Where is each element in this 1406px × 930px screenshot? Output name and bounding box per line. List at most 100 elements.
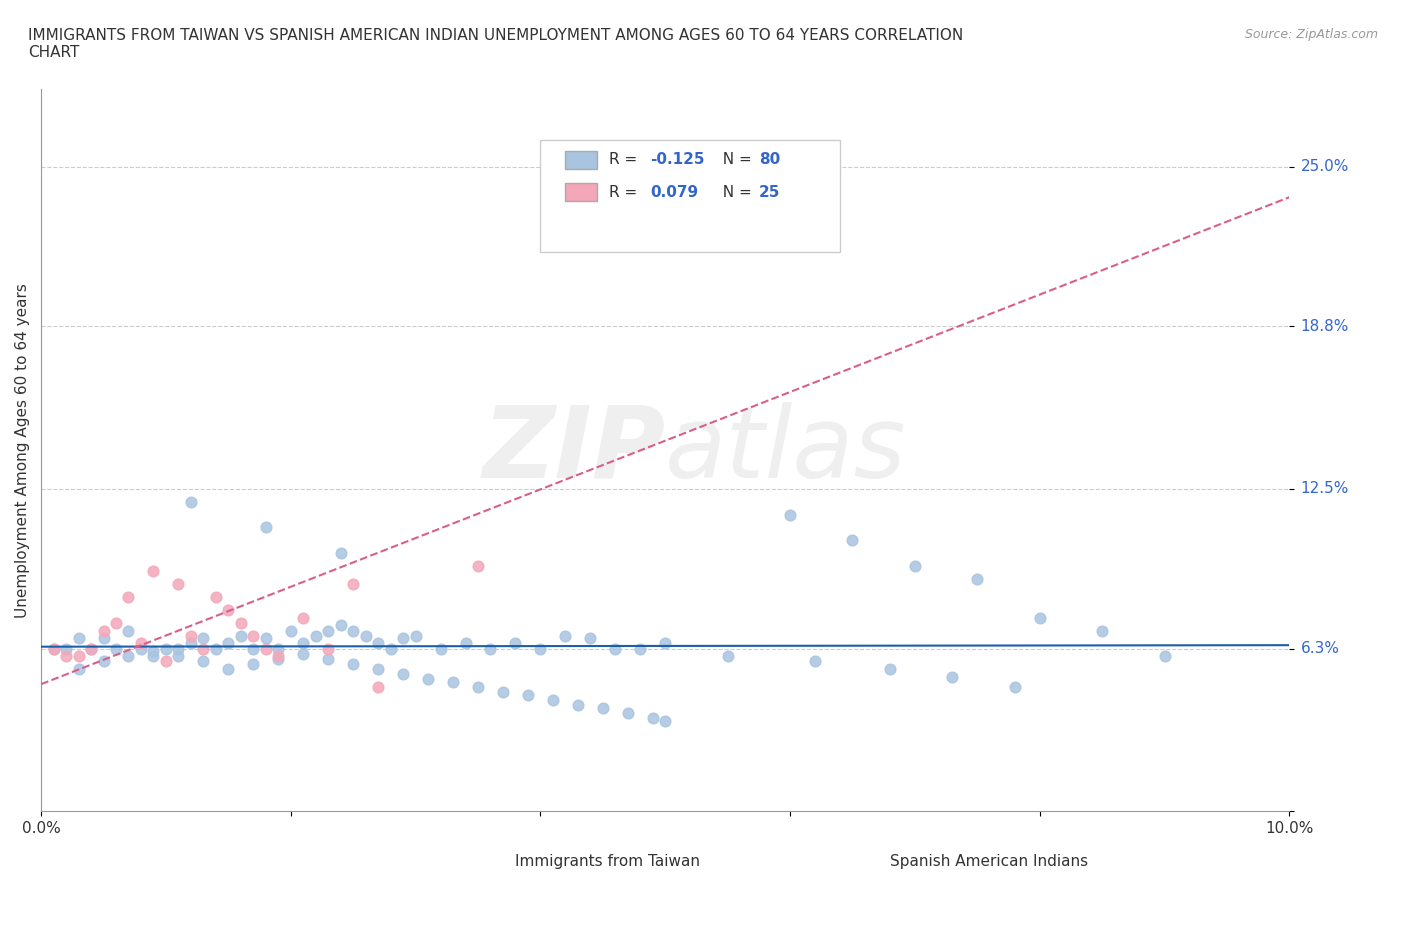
FancyBboxPatch shape [540,140,839,252]
Point [142,564,165,578]
Point [292,636,315,651]
Point [554,629,576,644]
Point [392,631,415,645]
Text: N =: N = [713,185,756,200]
Point [641,711,664,725]
Point [529,641,551,656]
Point [217,603,239,618]
Point [229,629,252,644]
Point [392,667,415,682]
Point [1028,610,1050,625]
Point [42,641,65,656]
Text: 80: 80 [759,152,780,166]
Point [229,616,252,631]
Text: Source: ZipAtlas.com: Source: ZipAtlas.com [1244,28,1378,41]
FancyBboxPatch shape [565,151,596,168]
Point [305,629,328,644]
FancyBboxPatch shape [815,853,852,870]
Point [416,672,439,687]
Point [579,631,602,645]
Text: 25.0%: 25.0% [1301,159,1348,174]
Text: R =: R = [609,152,643,166]
Text: 25: 25 [759,185,780,200]
Point [267,641,290,656]
Point [441,674,464,689]
Text: 6.3%: 6.3% [1301,641,1340,656]
Point [117,590,139,604]
Point [254,641,277,656]
Text: Immigrants from Taiwan: Immigrants from Taiwan [516,854,700,869]
Point [267,651,290,666]
Point [193,631,215,645]
Point [429,641,451,656]
Point [342,623,364,638]
Point [342,657,364,671]
Point [129,641,152,656]
Point [117,649,139,664]
Point [1004,680,1026,695]
Point [467,559,489,574]
Point [80,641,103,656]
Point [167,577,190,591]
Point [804,654,827,669]
Point [1091,623,1114,638]
Point [55,641,77,656]
Text: R =: R = [609,185,643,200]
Point [93,654,115,669]
Point [516,687,538,702]
Point [292,610,315,625]
Point [280,623,302,638]
Point [316,641,339,656]
Point [254,520,277,535]
Point [67,662,90,677]
Point [329,546,352,561]
Text: ZIP: ZIP [482,402,665,498]
Point [616,706,638,721]
Point [67,649,90,664]
Point [193,654,215,669]
Point [117,623,139,638]
Text: IMMIGRANTS FROM TAIWAN VS SPANISH AMERICAN INDIAN UNEMPLOYMENT AMONG AGES 60 TO : IMMIGRANTS FROM TAIWAN VS SPANISH AMERIC… [28,28,963,60]
Point [55,649,77,664]
Point [42,641,65,656]
Point [105,641,128,656]
Text: 0.079: 0.079 [650,185,699,200]
Y-axis label: Unemployment Among Ages 60 to 64 years: Unemployment Among Ages 60 to 64 years [15,283,30,618]
Point [254,631,277,645]
Point [367,680,389,695]
Point [242,629,264,644]
Point [654,636,676,651]
Point [67,631,90,645]
Point [879,662,901,677]
Text: atlas: atlas [665,402,907,498]
Point [717,649,740,664]
Point [342,577,364,591]
Point [167,641,190,656]
Point [405,629,427,644]
Point [367,636,389,651]
Point [105,616,128,631]
Point [180,494,202,509]
Point [1153,649,1175,664]
Point [605,641,627,656]
Text: 12.5%: 12.5% [1301,482,1348,497]
Point [941,670,963,684]
Point [80,641,103,656]
Text: -0.125: -0.125 [650,152,704,166]
Point [142,649,165,664]
Point [654,713,676,728]
Point [966,572,988,587]
Point [567,698,589,712]
Point [180,629,202,644]
Point [841,533,863,548]
FancyBboxPatch shape [440,853,478,870]
Point [367,662,389,677]
Point [205,641,228,656]
Point [779,507,801,522]
Point [292,646,315,661]
Text: Spanish American Indians: Spanish American Indians [890,854,1088,869]
Point [93,623,115,638]
Point [541,693,564,708]
Point [205,590,228,604]
Point [242,641,264,656]
